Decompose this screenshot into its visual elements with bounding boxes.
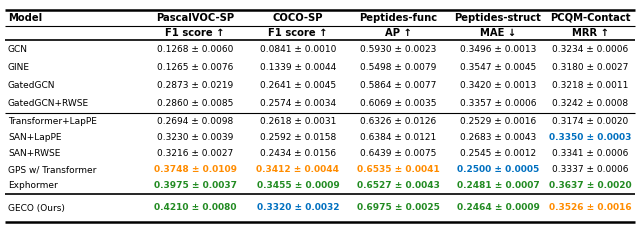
Text: 0.3234 ± 0.0006: 0.3234 ± 0.0006 [552,45,628,54]
Text: GatedGCN: GatedGCN [8,81,56,90]
Text: GCN: GCN [8,45,28,54]
Text: SAN+RWSE: SAN+RWSE [8,149,60,158]
Text: 0.3547 ± 0.0045: 0.3547 ± 0.0045 [460,63,536,72]
Text: 0.3637 ± 0.0020: 0.3637 ± 0.0020 [548,181,631,190]
Text: Peptides-struct: Peptides-struct [454,13,541,23]
Text: 0.3341 ± 0.0006: 0.3341 ± 0.0006 [552,149,628,158]
Text: GECO (Ours): GECO (Ours) [8,204,65,212]
Text: Peptides-func: Peptides-func [359,13,437,23]
Text: 0.2481 ± 0.0007: 0.2481 ± 0.0007 [456,181,540,190]
Text: MAE ↓: MAE ↓ [480,28,516,38]
Text: PCQM-Contact: PCQM-Contact [550,13,630,23]
Text: 0.3496 ± 0.0013: 0.3496 ± 0.0013 [460,45,536,54]
Text: SAN+LapPE: SAN+LapPE [8,133,61,142]
Text: AP ↑: AP ↑ [385,28,412,38]
Text: 0.4210 ± 0.0080: 0.4210 ± 0.0080 [154,204,236,212]
Text: 0.2694 ± 0.0098: 0.2694 ± 0.0098 [157,117,233,125]
Text: Transformer+LapPE: Transformer+LapPE [8,117,97,125]
Text: 0.6975 ± 0.0025: 0.6975 ± 0.0025 [356,204,440,212]
Text: 0.5864 ± 0.0077: 0.5864 ± 0.0077 [360,81,436,90]
Text: 0.3230 ± 0.0039: 0.3230 ± 0.0039 [157,133,233,142]
Text: 0.3412 ± 0.0044: 0.3412 ± 0.0044 [257,165,339,174]
Text: 0.3174 ± 0.0020: 0.3174 ± 0.0020 [552,117,628,125]
Text: GPS w/ Transformer: GPS w/ Transformer [8,165,97,174]
Text: 0.2592 ± 0.0158: 0.2592 ± 0.0158 [260,133,336,142]
Text: 0.5498 ± 0.0079: 0.5498 ± 0.0079 [360,63,436,72]
Text: 0.6527 ± 0.0043: 0.6527 ± 0.0043 [356,181,440,190]
Text: GINE: GINE [8,63,30,72]
Text: 0.2574 ± 0.0034: 0.2574 ± 0.0034 [260,99,336,108]
Text: 0.6535 ± 0.0041: 0.6535 ± 0.0041 [356,165,440,174]
Text: 0.3337 ± 0.0006: 0.3337 ± 0.0006 [552,165,628,174]
Text: 0.3420 ± 0.0013: 0.3420 ± 0.0013 [460,81,536,90]
Text: 0.2618 ± 0.0031: 0.2618 ± 0.0031 [260,117,336,125]
Text: 0.5930 ± 0.0023: 0.5930 ± 0.0023 [360,45,436,54]
Text: COCO-SP: COCO-SP [273,13,323,23]
Text: 0.6326 ± 0.0126: 0.6326 ± 0.0126 [360,117,436,125]
Text: 0.3455 ± 0.0009: 0.3455 ± 0.0009 [257,181,339,190]
Text: 0.2529 ± 0.0016: 0.2529 ± 0.0016 [460,117,536,125]
Text: 0.3748 ± 0.0109: 0.3748 ± 0.0109 [154,165,237,174]
Text: Model: Model [8,13,42,23]
Text: 0.1339 ± 0.0044: 0.1339 ± 0.0044 [260,63,336,72]
Text: F1 score ↑: F1 score ↑ [165,28,225,38]
Text: GatedGCN+RWSE: GatedGCN+RWSE [8,99,89,108]
Text: 0.3975 ± 0.0037: 0.3975 ± 0.0037 [154,181,237,190]
Text: 0.1268 ± 0.0060: 0.1268 ± 0.0060 [157,45,233,54]
Text: 0.6439 ± 0.0075: 0.6439 ± 0.0075 [360,149,436,158]
Text: 0.3242 ± 0.0008: 0.3242 ± 0.0008 [552,99,628,108]
Text: 0.6384 ± 0.0121: 0.6384 ± 0.0121 [360,133,436,142]
Text: 0.2464 ± 0.0009: 0.2464 ± 0.0009 [456,204,540,212]
Text: 0.3357 ± 0.0006: 0.3357 ± 0.0006 [460,99,536,108]
Text: 0.2500 ± 0.0005: 0.2500 ± 0.0005 [457,165,539,174]
Text: F1 score ↑: F1 score ↑ [268,28,328,38]
Text: 0.3350 ± 0.0003: 0.3350 ± 0.0003 [549,133,631,142]
Text: 0.2434 ± 0.0156: 0.2434 ± 0.0156 [260,149,336,158]
Text: 0.6069 ± 0.0035: 0.6069 ± 0.0035 [360,99,436,108]
Text: 0.2873 ± 0.0219: 0.2873 ± 0.0219 [157,81,233,90]
Text: 0.3526 ± 0.0016: 0.3526 ± 0.0016 [548,204,631,212]
Text: 0.3216 ± 0.0027: 0.3216 ± 0.0027 [157,149,233,158]
Text: 0.2860 ± 0.0085: 0.2860 ± 0.0085 [157,99,233,108]
Text: 0.2683 ± 0.0043: 0.2683 ± 0.0043 [460,133,536,142]
Text: 0.2641 ± 0.0045: 0.2641 ± 0.0045 [260,81,336,90]
Text: MRR ↑: MRR ↑ [572,28,609,38]
Text: 0.3180 ± 0.0027: 0.3180 ± 0.0027 [552,63,628,72]
Text: 0.0841 ± 0.0010: 0.0841 ± 0.0010 [260,45,336,54]
Text: 0.3218 ± 0.0011: 0.3218 ± 0.0011 [552,81,628,90]
Text: PascalVOC-SP: PascalVOC-SP [156,13,234,23]
Text: 0.3320 ± 0.0032: 0.3320 ± 0.0032 [257,204,339,212]
Text: 0.1265 ± 0.0076: 0.1265 ± 0.0076 [157,63,233,72]
Text: Exphormer: Exphormer [8,181,58,190]
Text: 0.2545 ± 0.0012: 0.2545 ± 0.0012 [460,149,536,158]
